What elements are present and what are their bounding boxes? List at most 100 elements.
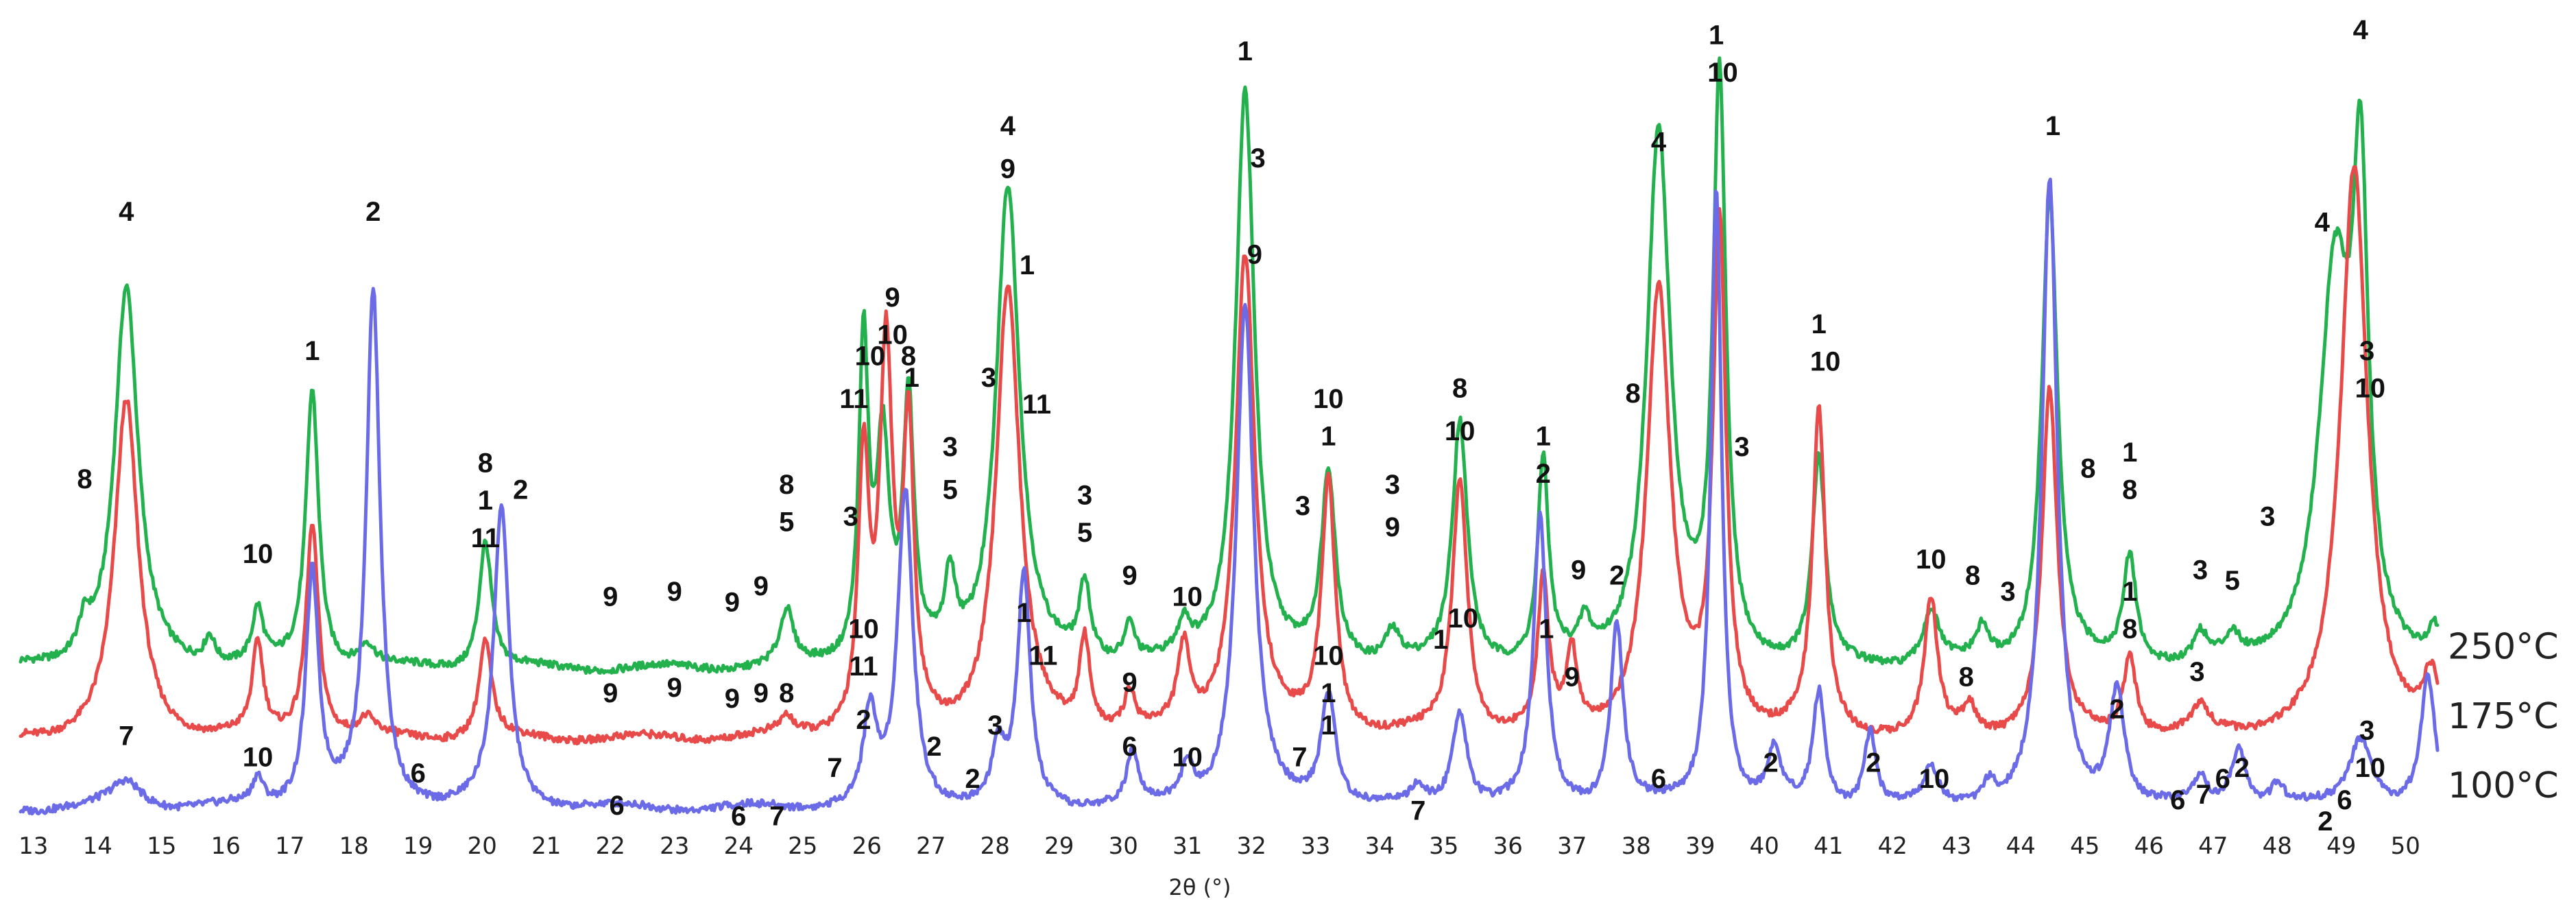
peak-label: 8: [901, 341, 916, 372]
peak-label: 9: [603, 678, 618, 708]
peak-label: 6: [1651, 764, 1666, 794]
peak-label: 9: [1122, 560, 1137, 590]
series-group: [19, 56, 2440, 816]
peak-label: 8: [2122, 614, 2137, 644]
peak-label: 10: [1448, 603, 1479, 634]
peak-label: 1: [2045, 111, 2060, 141]
peak-label: 6: [731, 801, 746, 831]
peak-label: 3: [1385, 470, 1400, 500]
x-tick-label: 49: [2326, 832, 2356, 860]
peak-label: 8: [77, 464, 92, 494]
x-tick-label: 18: [339, 832, 369, 860]
x-tick-label: 45: [2070, 832, 2099, 860]
x-tick-label: 38: [1622, 832, 1651, 860]
x-tick-label: 13: [19, 832, 48, 860]
peak-label: 1: [904, 363, 919, 393]
series-line-250C: [19, 56, 2440, 675]
peak-label: 7: [769, 801, 784, 831]
peak-label: 3: [2189, 657, 2204, 687]
peak-label: 10: [1172, 743, 1203, 773]
peak-label: 5: [2225, 566, 2240, 596]
x-tick-label: 26: [852, 832, 882, 860]
series-label-250C: 250°C: [2448, 626, 2559, 667]
peak-label: 9: [1000, 154, 1015, 184]
peak-label: 8: [1965, 560, 1980, 590]
peak-label: 4: [2315, 208, 2331, 238]
series-line-100C: [19, 178, 2440, 816]
x-tick-label: 28: [980, 832, 1010, 860]
peak-label: 1: [1811, 309, 1827, 339]
x-tick-label: 48: [2263, 832, 2292, 860]
peak-label: 2: [856, 705, 871, 735]
peak-label: 9: [667, 577, 682, 607]
peak-label: 10: [855, 341, 886, 372]
peak-label: 11: [1022, 389, 1051, 420]
peak-label: 2: [513, 475, 528, 505]
peak-label: 3: [981, 363, 996, 393]
peak-label: 6: [2337, 785, 2352, 815]
peak-label: 2: [926, 732, 941, 762]
x-tick-label: 16: [211, 832, 241, 860]
x-tick-label: 29: [1044, 832, 1074, 860]
peak-label: 6: [2170, 785, 2185, 815]
peak-label: 2: [965, 764, 980, 794]
peak-label: 5: [779, 507, 794, 537]
x-tick-label: 34: [1365, 832, 1395, 860]
peak-label: 3: [2359, 716, 2374, 746]
peak-label: 8: [2122, 475, 2137, 505]
peak-label: 6: [609, 791, 624, 821]
peak-label: 9: [725, 587, 740, 617]
peak-label: 2: [2318, 806, 2333, 837]
series-label-175C: 175°C: [2448, 696, 2559, 737]
x-tick-label: 14: [83, 832, 112, 860]
x-tick-label: 22: [596, 832, 625, 860]
peak-label: 9: [754, 678, 769, 708]
peak-label: 9: [725, 684, 740, 714]
peak-label: 10: [2355, 373, 2386, 403]
x-tick-label: 19: [403, 832, 433, 860]
peak-label: 10: [877, 320, 908, 350]
x-tick-label: 50: [2391, 832, 2420, 860]
peak-label: 7: [2196, 780, 2211, 810]
peak-label: 9: [1385, 512, 1400, 542]
peak-label: 6: [2215, 764, 2230, 794]
peak-label: 8: [779, 678, 794, 708]
peak-label: 6: [411, 758, 426, 789]
peak-label: 10: [1313, 384, 1344, 414]
peak-label: 2: [1609, 560, 1624, 590]
peak-label: 4: [1651, 128, 1667, 158]
peak-label: 9: [1565, 662, 1580, 693]
peak-label: 11: [471, 523, 500, 553]
x-tick-labels: 13 14 15 16 17 18 19 20 21 22 23 24 25 26 27 28 29 30 31 32…: [19, 832, 2420, 860]
peak-label: 10: [848, 614, 879, 644]
peak-label: 2: [1536, 459, 1551, 489]
x-tick-label: 25: [788, 832, 817, 860]
peak-label: 9: [667, 673, 682, 703]
series-label-100C: 100°C: [2448, 765, 2559, 806]
peak-label: 10: [1445, 416, 1476, 446]
peak-label: 3: [2193, 555, 2208, 586]
x-axis-label: 2θ (°): [1168, 874, 1231, 900]
x-tick-label: 21: [531, 832, 561, 860]
peak-label: 2: [2235, 753, 2250, 783]
peak-label: 7: [827, 753, 842, 783]
peak-label: 1: [1321, 710, 1336, 741]
peak-label: 3: [943, 432, 958, 462]
peak-label: 2: [365, 197, 381, 227]
peak-label: 3: [843, 502, 858, 532]
x-tick-label: 42: [1878, 832, 1907, 860]
x-tick-label: 30: [1109, 832, 1138, 860]
peak-label: 3: [1734, 432, 1749, 462]
peak-label: 8: [478, 448, 493, 479]
x-tick-label: 27: [916, 832, 946, 860]
peak-label: 1: [478, 486, 493, 516]
peak-label: 10: [1707, 58, 1738, 88]
x-tick-label: 37: [1557, 832, 1587, 860]
peak-label: 8: [779, 470, 794, 500]
peak-label: 2: [2109, 694, 2124, 724]
peak-label: 4: [2353, 15, 2369, 45]
peak-label: 3: [1077, 480, 1092, 510]
peak-label: 9: [603, 582, 618, 612]
peak-label: 10: [1172, 582, 1203, 612]
